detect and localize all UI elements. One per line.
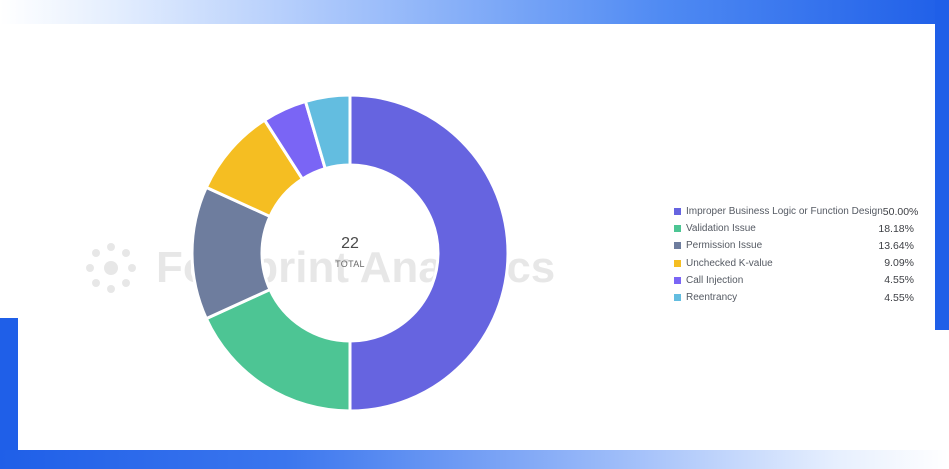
legend-item[interactable]: Unchecked K-value 9.09% (674, 255, 914, 272)
legend-label: Validation Issue (686, 223, 756, 235)
donut-slice-0[interactable] (348, 93, 510, 413)
legend-value: 13.64% (878, 239, 914, 252)
top-gradient-bar (0, 0, 949, 24)
legend-label: Call Injection (686, 274, 744, 286)
legend-swatch (674, 225, 681, 233)
legend-label: Reentrancy (686, 292, 738, 304)
legend-swatch (674, 294, 681, 302)
legend-item[interactable]: Reentrancy 4.55% (674, 289, 914, 306)
legend-swatch (674, 242, 681, 250)
legend-value: 50.00% (882, 205, 919, 218)
legend-swatch (674, 276, 681, 284)
donut-total-value: 22 (341, 235, 359, 252)
donut-total-label: TOTAL (335, 259, 365, 269)
right-frame-bar (935, 0, 949, 330)
legend-value: 9.09% (884, 257, 914, 270)
bottom-gradient-bar (0, 450, 949, 469)
legend-item[interactable]: Call Injection 4.55% (674, 272, 914, 289)
legend-value: 18.18% (878, 222, 914, 235)
legend-item[interactable]: Permission Issue 13.64% (674, 237, 914, 254)
legend-label: Improper Business Logic or Function Desi… (686, 206, 883, 218)
legend-value: 4.55% (884, 291, 914, 304)
chart-legend: Improper Business Logic or Function Desi… (674, 203, 918, 306)
legend-value: 4.55% (884, 274, 914, 287)
legend-item[interactable]: Improper Business Logic or Function Desi… (674, 203, 918, 220)
legend-label: Permission Issue (686, 240, 763, 252)
left-frame-bar (0, 318, 18, 469)
donut-slice-1[interactable] (204, 287, 352, 413)
legend-swatch (674, 259, 681, 267)
footprint-logo-icon (86, 243, 136, 293)
donut-slice-5[interactable] (303, 93, 352, 171)
legend-item[interactable]: Validation Issue 18.18% (674, 220, 914, 237)
legend-swatch (674, 208, 681, 216)
legend-label: Unchecked K-value (686, 257, 773, 269)
